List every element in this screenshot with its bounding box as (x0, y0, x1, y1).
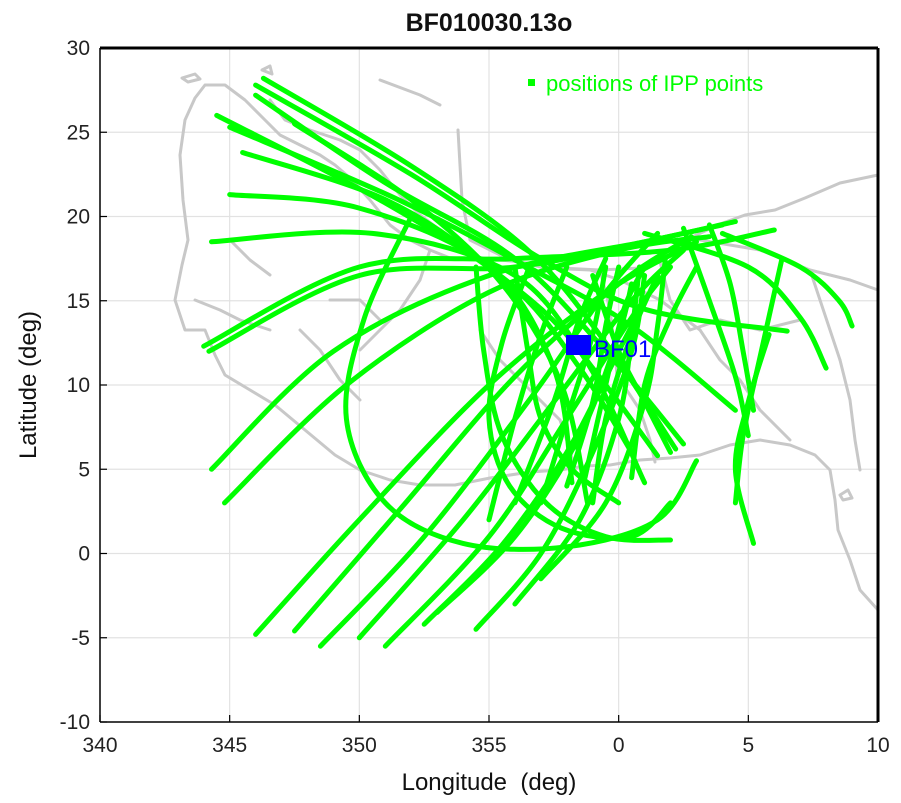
ipp-track (292, 234, 694, 634)
ipp-track (642, 230, 829, 371)
y-tick-label: -5 (71, 627, 90, 650)
ipp-series-layer (201, 75, 855, 649)
y-tick-label: 10 (67, 374, 90, 397)
ipp-track (512, 256, 609, 506)
x-tick-label: 355 (471, 734, 506, 757)
y-tick-label: -10 (60, 711, 90, 734)
chart-title: BF010030.13o (406, 9, 573, 37)
ipp-track (343, 214, 699, 552)
border-line-17 (838, 358, 862, 472)
x-tick-label: 10 (866, 734, 889, 757)
station-marker (566, 335, 591, 355)
x-tick-label: 350 (342, 734, 377, 757)
y-axis-ticks: -10 -5 0 5 10 15 20 25 30 (60, 37, 107, 734)
border-line-18 (228, 238, 272, 277)
ipp-track (473, 264, 673, 543)
y-tick-label: 20 (67, 206, 90, 229)
ipp-track (590, 273, 673, 455)
ipp-track (512, 264, 622, 506)
border-line-20 (378, 78, 442, 107)
ipp-track (209, 229, 661, 459)
x-tick-label: 340 (82, 734, 117, 757)
y-axis-title: Latitude (deg) (15, 311, 42, 459)
x-tick-label: 345 (212, 734, 247, 757)
ipp-track (512, 264, 642, 607)
x-axis-ticks: 340 345 350 355 0 5 10 (82, 715, 890, 757)
ipp-track (681, 225, 751, 439)
legend-marker (528, 79, 535, 86)
ipp-track (706, 222, 756, 413)
ipp-track (486, 267, 673, 541)
ipp-track (222, 234, 712, 506)
plot-area: BF01 positions of IPP points (100, 48, 880, 722)
y-tick-label: 30 (67, 37, 90, 60)
ipp-track (629, 264, 699, 481)
ipp-track (564, 264, 622, 489)
border-line-1 (456, 128, 502, 257)
y-tick-label: 15 (67, 290, 90, 313)
x-tick-label: 5 (742, 734, 754, 757)
x-tick-label: 0 (613, 734, 625, 757)
border-line-11 (478, 328, 562, 422)
station-label: BF01 (594, 336, 651, 363)
ipp-track (590, 273, 661, 506)
y-tick-label: 0 (78, 543, 90, 566)
y-tick-label: 25 (67, 121, 90, 144)
border-line-14 (698, 328, 792, 442)
ipp-track (582, 264, 648, 481)
ipp-track (486, 264, 570, 523)
island-2 (260, 64, 274, 76)
island-3 (838, 488, 854, 502)
legend-label: positions of IPP points (546, 71, 763, 96)
legend: positions of IPP points (528, 71, 763, 96)
ipp-track (719, 230, 855, 329)
island-1 (180, 72, 202, 84)
border-line-9 (328, 298, 382, 322)
x-axis-title: Longitude (deg) (402, 769, 577, 796)
border-line-16 (808, 268, 842, 362)
y-tick-label: 5 (78, 458, 90, 481)
border-line-10 (298, 328, 362, 402)
